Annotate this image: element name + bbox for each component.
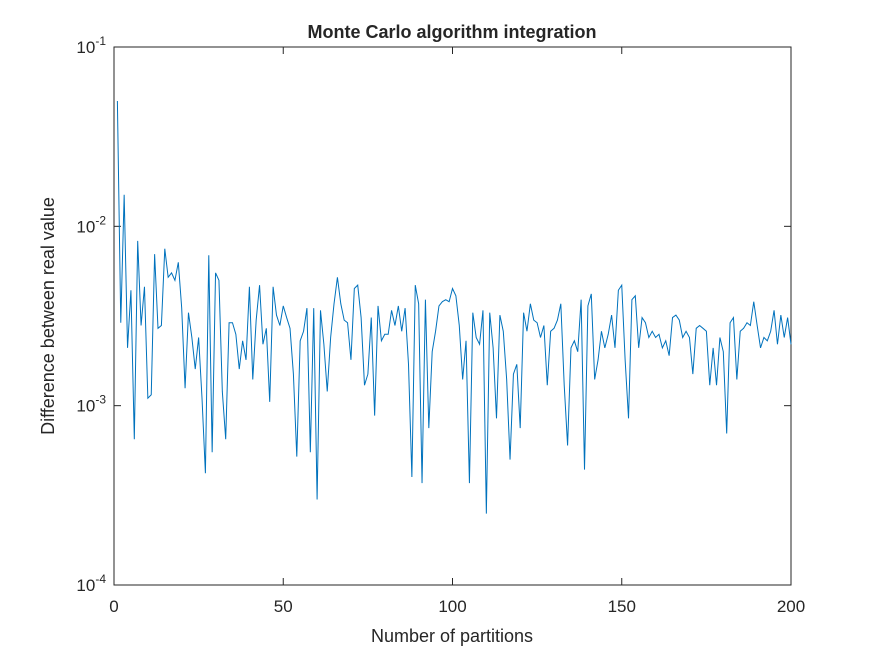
y-tick-label: 10-4 <box>76 572 106 595</box>
y-tick-base: 10 <box>76 576 95 595</box>
y-axis-label: Difference between real value <box>38 197 58 435</box>
x-axis-label: Number of partitions <box>371 626 533 646</box>
y-tick-base: 10 <box>76 38 95 57</box>
x-tick-label: 150 <box>608 597 636 616</box>
y-tick-label: 10-2 <box>76 213 106 236</box>
y-tick-exponent: -1 <box>95 34 106 48</box>
y-tick-exponent: -4 <box>95 572 106 586</box>
y-tick-exponent: -2 <box>95 213 106 227</box>
y-tick-exponent: -3 <box>95 393 106 407</box>
chart-title: Monte Carlo algorithm integration <box>307 22 596 42</box>
y-tick-base: 10 <box>76 217 95 236</box>
y-tick-label: 10-1 <box>76 34 106 57</box>
data-line <box>116 100 792 514</box>
y-tick-label: 10-3 <box>76 393 106 416</box>
x-tick-label: 200 <box>777 597 805 616</box>
x-tick-label: 0 <box>109 597 118 616</box>
y-tick-base: 10 <box>76 397 95 416</box>
x-tick-label: 50 <box>274 597 293 616</box>
plot-area <box>113 46 792 586</box>
x-tick-label: 100 <box>438 597 466 616</box>
